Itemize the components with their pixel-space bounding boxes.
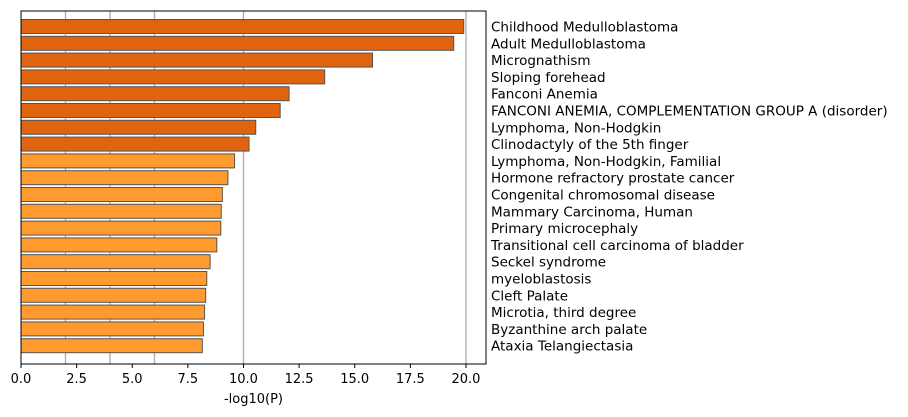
bar: [20, 19, 465, 34]
category-label: Lymphoma, Non-Hodgkin: [491, 120, 661, 136]
bar: [20, 69, 326, 85]
bar: [20, 136, 250, 152]
category-label: Clinodactyly of the 5th finger: [491, 137, 689, 153]
category-label: Hormone refractory prostate cancer: [491, 171, 735, 187]
category-label: Microtia, third degree: [491, 305, 636, 321]
category-label: myeloblastosis: [491, 272, 591, 288]
bars-group: [20, 19, 465, 354]
bar: [20, 203, 222, 219]
bar: [20, 103, 281, 118]
bar: [20, 287, 207, 303]
category-label: Fanconi Anemia: [491, 87, 598, 103]
category-label: Cleft Palate: [491, 288, 568, 304]
x-tick-label: 17.5: [396, 372, 425, 387]
x-tick-label: 15.0: [340, 372, 369, 387]
bar: [20, 254, 211, 270]
x-tick-label: 5.0: [122, 372, 143, 387]
bar: [20, 52, 374, 68]
category-label: Childhood Medulloblastoma: [491, 20, 678, 36]
bar: [20, 271, 208, 286]
category-label: Congenital chromosomal disease: [491, 188, 715, 204]
bar: [20, 153, 236, 169]
bar: [20, 321, 204, 337]
category-label: Sloping forehead: [491, 70, 606, 86]
x-tick-label: 7.5: [178, 372, 199, 387]
category-label: Transitional cell carcinoma of bladder: [490, 238, 744, 254]
category-label: FANCONI ANEMIA, COMPLEMENTATION GROUP A …: [491, 104, 888, 120]
category-label: Mammary Carcinoma, Human: [491, 204, 693, 220]
bar: [20, 338, 203, 354]
category-label: Primary microcephaly: [491, 221, 638, 237]
x-tick-label: 12.5: [285, 372, 314, 387]
x-tick-label: 20.0: [451, 372, 480, 387]
bar: [20, 35, 455, 51]
category-label: Seckel syndrome: [491, 255, 606, 271]
category-label: Ataxia Telangiectasia: [491, 339, 633, 355]
category-label: Micrognathism: [491, 53, 591, 69]
x-tick-label: 2.5: [66, 372, 87, 387]
bar: [20, 220, 222, 236]
x-axis-title: -log10(P): [224, 392, 283, 407]
bar: [20, 237, 218, 253]
x-tick-label: 10.0: [229, 372, 258, 387]
bar: [20, 304, 206, 320]
x-axis-ticks: 0.0 2.5 5.0 7.5 10.0 12.5 15.0 17.5 20.0: [11, 364, 480, 387]
category-label: Adult Medulloblastoma: [491, 36, 646, 52]
bar: [20, 170, 229, 186]
bar: [20, 86, 290, 102]
plot-frame: [20, 10, 487, 365]
x-tick-label: 0.0: [11, 372, 32, 387]
bar: [20, 187, 223, 202]
category-label: Byzanthine arch palate: [491, 322, 647, 338]
bar: [20, 119, 257, 135]
category-label: Lymphoma, Non-Hodgkin, Familial: [491, 154, 721, 170]
